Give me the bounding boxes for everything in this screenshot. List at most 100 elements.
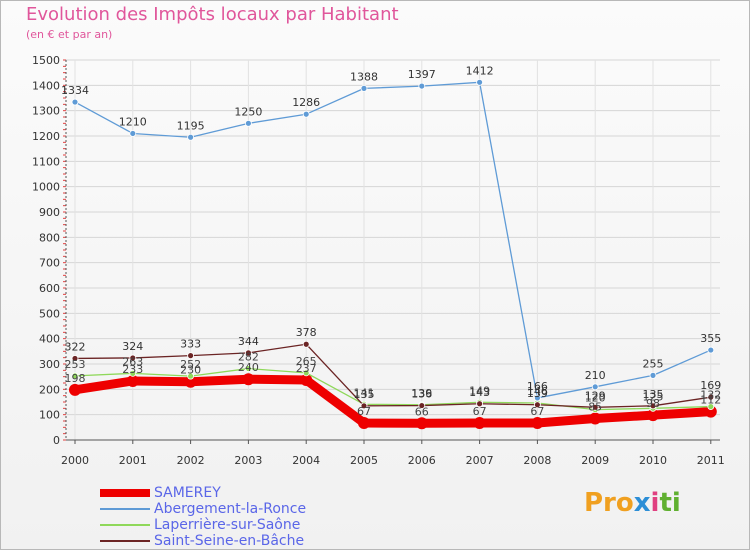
data-label: 210 <box>585 369 606 382</box>
data-label: 67 <box>473 405 487 418</box>
data-point <box>473 417 486 430</box>
data-label: 1397 <box>408 68 436 81</box>
data-point <box>591 383 599 391</box>
x-tick-label: 2005 <box>350 454 378 467</box>
data-label: 322 <box>65 340 86 353</box>
data-point <box>302 340 310 348</box>
legend-label: SAMEREY <box>154 485 221 501</box>
data-label: 129 <box>585 389 606 402</box>
data-point <box>418 82 426 90</box>
data-point <box>707 393 715 401</box>
data-point <box>244 349 252 357</box>
data-point <box>302 369 310 377</box>
data-label: 355 <box>700 332 721 345</box>
data-point <box>534 401 541 409</box>
data-point <box>184 375 197 388</box>
data-point <box>531 417 544 430</box>
data-point <box>360 402 368 410</box>
data-point <box>129 130 137 137</box>
logo-part: x <box>633 488 651 518</box>
data-label: 166 <box>527 380 548 393</box>
x-tick-label: 2011 <box>697 454 725 467</box>
series-line-0 <box>70 374 716 428</box>
data-label: 132 <box>700 389 721 402</box>
data-point <box>300 373 313 386</box>
y-tick-label: 1300 <box>32 105 60 118</box>
legend-item-saint-seine: Saint-Seine-en-Bâche <box>100 533 306 549</box>
data-label: 378 <box>296 326 317 339</box>
chart-subtitle: (en € et par an) <box>26 28 113 41</box>
series-line-3 <box>74 343 712 408</box>
y-tick-label: 100 <box>39 409 60 422</box>
data-label: 1388 <box>350 70 378 83</box>
data-point <box>129 369 137 377</box>
data-point <box>360 84 368 92</box>
x-tick-label: 2006 <box>408 454 436 467</box>
x-tick-label: 2007 <box>466 454 494 467</box>
data-label: 198 <box>65 372 86 385</box>
data-label: 265 <box>296 355 317 368</box>
data-label: 112 <box>700 394 721 407</box>
data-label: 135 <box>354 388 375 401</box>
y-tick-label: 1100 <box>32 155 60 168</box>
legend-label: Saint-Seine-en-Bâche <box>154 533 305 549</box>
data-label: 98 <box>646 397 660 410</box>
data-label: 125 <box>643 390 664 403</box>
x-tick-label: 2004 <box>292 454 320 467</box>
x-tick-label: 2009 <box>581 454 609 467</box>
data-label: 141 <box>354 386 375 399</box>
data-point <box>534 394 541 402</box>
data-label: 136 <box>411 388 432 401</box>
legend-swatch-laperriere <box>100 524 150 526</box>
logo-part: ti <box>659 488 681 518</box>
data-point <box>476 78 484 86</box>
data-point <box>476 400 484 408</box>
y-tick-label: 1200 <box>32 130 60 143</box>
data-label: 333 <box>180 338 201 351</box>
y-tick-label: 500 <box>39 307 60 320</box>
data-point <box>707 346 715 354</box>
y-tick-label: 1400 <box>32 79 60 92</box>
data-point <box>649 402 657 410</box>
x-tick-label: 2010 <box>639 454 667 467</box>
data-label: 146 <box>527 385 548 398</box>
series-line-2 <box>74 367 712 411</box>
data-label: 1334 <box>61 84 89 97</box>
legend-label: Abergement-la-Ronce <box>154 501 307 517</box>
data-label: 255 <box>643 357 664 370</box>
x-tick-label: 2003 <box>234 454 262 467</box>
data-point <box>129 354 137 362</box>
data-label: 169 <box>700 379 721 392</box>
data-point <box>418 402 426 409</box>
legend-swatch-abergement <box>100 508 150 510</box>
chart-title: Evolution des Impôts locaux par Habitant <box>26 4 399 25</box>
logo-part: i <box>650 488 660 518</box>
data-label: 252 <box>180 358 201 371</box>
data-point <box>707 403 715 410</box>
data-label: 1250 <box>234 105 262 118</box>
y-tick-label: 200 <box>39 383 60 396</box>
data-label: 135 <box>643 388 664 401</box>
data-point <box>187 352 195 360</box>
data-label: 240 <box>238 361 259 374</box>
data-label: 1195 <box>177 119 205 132</box>
data-point <box>126 374 139 387</box>
data-label: 253 <box>65 358 86 371</box>
y-tick-label: 300 <box>39 358 60 371</box>
legend-swatch-saint-seine <box>100 540 150 542</box>
data-label: 237 <box>296 362 317 375</box>
proxiti-logo: Proxiti <box>584 488 681 518</box>
legend: SAMEREY Abergement-la-Ronce Laperrière-s… <box>100 485 306 549</box>
y-tick-label: 1500 <box>32 54 60 67</box>
logo-part: Pro <box>584 488 634 518</box>
legend-item-abergement: Abergement-la-Ronce <box>100 501 306 517</box>
data-point <box>187 372 195 380</box>
data-point <box>647 409 659 422</box>
data-point <box>187 133 195 141</box>
data-point <box>704 405 717 418</box>
data-label: 139 <box>527 387 548 400</box>
legend-item-laperriere: Laperrière-sur-Saône <box>100 517 306 533</box>
data-point <box>649 371 657 379</box>
